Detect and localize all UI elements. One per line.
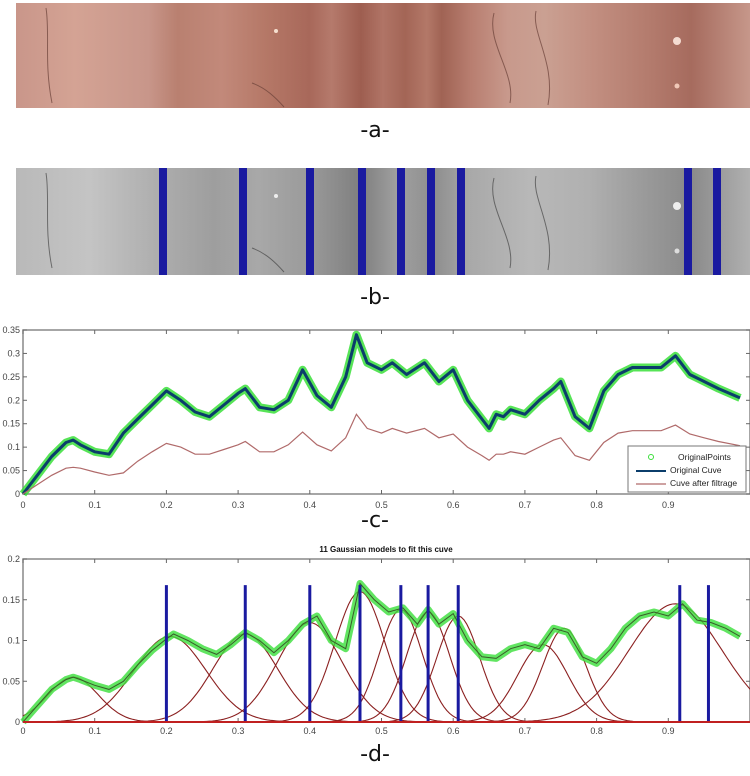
- original-curve: [21, 333, 741, 495]
- band-marker: [427, 168, 435, 275]
- sample-photo-grayscale: [16, 168, 750, 275]
- y-tick-label: 0.2: [7, 554, 20, 564]
- x-tick-label: 0.2: [160, 500, 173, 510]
- chart-c: 0 0.1 0.2 0.3 0.4 0.5 0.6 0.7 0.8 0.9 0 0.05 0.1 0.15…: [0, 320, 750, 510]
- y-tick-label: 0.25: [2, 372, 20, 382]
- x-tick-label: 0.4: [304, 726, 317, 736]
- band-marker: [397, 168, 405, 275]
- legend-entry: Cuve after filtrage: [670, 478, 737, 488]
- y-tick-label: 0.15: [2, 419, 20, 429]
- y-tick-label: 0.3: [7, 348, 20, 358]
- y-tick-label: 0.15: [2, 595, 20, 605]
- band-marker: [684, 168, 692, 275]
- legend-entry: Original Cuve: [670, 465, 722, 475]
- caption-d: -d-: [360, 742, 390, 767]
- gaussian-component: [489, 603, 750, 723]
- chart-title: 11 Gaussian models to fit this cuve: [319, 545, 453, 554]
- plot-frame: [22, 329, 750, 495]
- band-marker: [713, 168, 721, 275]
- gaussian-component: [478, 627, 648, 723]
- gaussian-fit-chart: 11 Gaussian models to fit this cuve 0 0.1 0…: [2, 545, 750, 736]
- x-tick-label: 0.6: [447, 726, 460, 736]
- x-tick-label: 0.5: [375, 500, 388, 510]
- x-tick-label: 0.1: [88, 500, 101, 510]
- y-tick-label: 0.2: [7, 395, 20, 405]
- band-marker: [457, 168, 465, 275]
- x-tick-label: 0.7: [519, 500, 532, 510]
- y-tick-label: 0.05: [2, 676, 20, 686]
- y-tick-label: 0.05: [2, 466, 20, 476]
- caption-b: -b-: [360, 285, 390, 310]
- x-tick-label: 0.3: [232, 500, 245, 510]
- legend: OriginalPoints Original Cuve Cuve after fi…: [627, 445, 747, 493]
- x-tick-label: 0.9: [662, 726, 675, 736]
- filtered-points: [20, 580, 742, 725]
- y-tick-label: 0: [15, 489, 20, 499]
- photo-features: [45, 7, 681, 108]
- legend-points-icon: [648, 454, 654, 460]
- sample-photo-color: [16, 3, 750, 108]
- band-marker: [239, 168, 247, 275]
- x-tick-label: 0.3: [232, 726, 245, 736]
- band-marker: [306, 168, 314, 275]
- filtered-curve: [22, 413, 741, 495]
- x-tick-label: 0.8: [590, 726, 603, 736]
- x-tick-label: 0.2: [160, 726, 173, 736]
- legend-entry: OriginalPoints: [678, 452, 731, 462]
- profile-chart: 0 0.1 0.2 0.3 0.4 0.5 0.6 0.7 0.8 0.9 0 0.05 0.1 0.15…: [2, 325, 750, 510]
- x-tick-label: 0.5: [375, 726, 388, 736]
- x-tick-label: 0.1: [88, 726, 101, 736]
- fit-curve: [22, 582, 741, 723]
- x-tick-label: 0.6: [447, 500, 460, 510]
- x-tick-label: 0.7: [519, 726, 532, 736]
- x-tick-label: 0.8: [590, 500, 603, 510]
- y-tick-label: 0.35: [2, 325, 20, 335]
- legend-box: [627, 445, 747, 493]
- band-marker: [159, 168, 167, 275]
- y-tick-label: 0.1: [7, 636, 20, 646]
- y-tick-label: 0.1: [7, 442, 20, 452]
- y-tick-label: 0: [15, 717, 20, 727]
- chart-d: 11 Gaussian models to fit this cuve 0 0.1 0…: [0, 540, 750, 740]
- x-tick-label: 0: [20, 726, 25, 736]
- plot-frame: [22, 558, 750, 723]
- x-tick-label: 0.9: [662, 500, 675, 510]
- caption-c: -c-: [361, 508, 389, 533]
- band-marker: [358, 168, 366, 275]
- x-tick-label: 0: [20, 500, 25, 510]
- gaussian-component: [442, 644, 641, 723]
- detected-bands: [45, 168, 721, 275]
- x-tick-label: 0.4: [304, 500, 317, 510]
- caption-a: -a-: [360, 118, 390, 143]
